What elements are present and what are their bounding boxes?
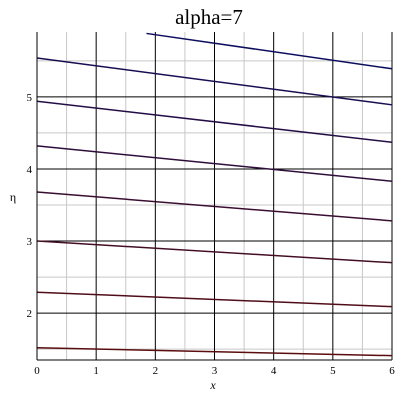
x-axis-label: x <box>209 378 216 392</box>
series-line-5 <box>36 145 393 182</box>
y-tick-label: 4 <box>27 164 33 176</box>
y-axis-label: η <box>10 190 16 204</box>
series-line-7 <box>36 57 393 106</box>
x-tick-label: 5 <box>330 365 336 377</box>
series-line-2 <box>36 291 393 308</box>
series-line-3 <box>36 240 393 264</box>
series-line-4 <box>36 191 393 222</box>
series-lines <box>36 32 393 357</box>
chart-title: alpha=7 <box>175 5 243 29</box>
y-tick-label: 5 <box>27 92 33 104</box>
x-tick-label: 4 <box>271 365 277 377</box>
series-line-8 <box>146 32 393 70</box>
x-tick-label: 6 <box>389 365 395 377</box>
tick-labels: 0 1 2 3 4 5 6 2 3 4 5 <box>27 92 396 377</box>
y-tick-label: 3 <box>27 236 33 248</box>
y-tick-label: 2 <box>27 308 33 320</box>
x-tick-label: 1 <box>93 365 99 377</box>
x-tick-label: 0 <box>34 365 40 377</box>
x-tick-label: 3 <box>212 365 218 377</box>
axes <box>36 32 392 361</box>
x-tick-label: 2 <box>153 365 159 377</box>
series-line-1 <box>36 346 393 357</box>
series-line-6 <box>36 100 393 144</box>
